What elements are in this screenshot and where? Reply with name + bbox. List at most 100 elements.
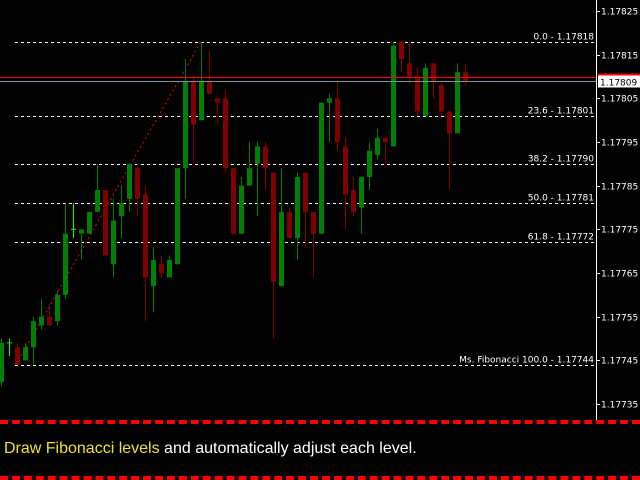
fib-level-label: Ms. Fibonacci 100.0 - 1.17744 (459, 356, 594, 366)
candle-body (255, 146, 260, 164)
fib-level-label: 61.8 - 1.17772 (528, 233, 594, 243)
candle-body (447, 111, 452, 134)
candle (351, 176, 356, 217)
candle-body (455, 72, 460, 134)
price-axis-label: 1.17815 (601, 52, 638, 62)
candle-body (431, 63, 436, 81)
candle (287, 207, 292, 239)
fib-level-label: 0.0 - 1.17818 (534, 33, 595, 43)
candle-body (295, 176, 300, 239)
candle-body (463, 72, 468, 81)
candle-body (135, 168, 140, 199)
candle-body (415, 76, 420, 112)
candle (111, 198, 116, 278)
candle-body (263, 146, 268, 169)
candle-body (23, 347, 28, 361)
banner-bottom-divider (0, 476, 640, 480)
price-axis-label: 1.17795 (601, 139, 638, 149)
candle (215, 98, 220, 125)
candle (223, 89, 228, 173)
candle-body (335, 98, 340, 143)
candle (119, 185, 124, 239)
candle-body (239, 185, 244, 234)
banner-text: and automatically adjust each level. (159, 440, 417, 457)
candle-body (63, 233, 68, 295)
candle-body (383, 137, 388, 143)
candle (103, 190, 108, 256)
candle-body (407, 63, 412, 77)
candle-body (223, 98, 228, 169)
candle (383, 137, 388, 164)
candle-body (327, 98, 332, 103)
candle-body (0, 342, 4, 383)
candle-body (111, 220, 116, 265)
fib-level-label: 23.6 - 1.17801 (528, 107, 594, 117)
candle-body (359, 176, 364, 208)
candle (151, 246, 156, 313)
candle-body (159, 264, 164, 274)
trend-line (15, 41, 202, 365)
candle-body (311, 211, 316, 234)
candle (71, 203, 76, 239)
candle-body (151, 259, 156, 287)
candle (447, 111, 452, 191)
candle-body (39, 316, 44, 326)
candle-body (375, 137, 380, 156)
candle-body (343, 146, 348, 195)
candle-body (207, 80, 212, 94)
price-axis-label: 1.17805 (601, 95, 638, 105)
candle (191, 76, 196, 164)
candle (143, 185, 148, 322)
candle (15, 342, 20, 365)
candle (319, 102, 324, 234)
candle-body (279, 211, 284, 287)
candle (279, 168, 284, 287)
candle-body (247, 168, 252, 186)
candle (47, 303, 52, 326)
candle-body (103, 190, 108, 256)
candle (335, 80, 340, 151)
candle (23, 342, 28, 361)
candle (63, 203, 68, 300)
candle (39, 299, 44, 330)
candle (343, 137, 348, 230)
candle-body (215, 98, 220, 103)
candle-body (55, 294, 60, 322)
candle-body (175, 168, 180, 265)
price-lines (0, 77, 596, 82)
price-axis-label: 1.17825 (601, 8, 638, 18)
candle-body (87, 211, 92, 234)
candle (87, 211, 92, 234)
candle-body (167, 259, 172, 278)
candle-body (231, 168, 236, 234)
banner-top-divider (0, 420, 640, 424)
candlestick-chart[interactable]: 0.0 - 1.17818 23.6 - 1.17801 38.2 - 1.1779… (0, 0, 640, 420)
price-axis-label: 1.17745 (601, 357, 638, 367)
candle-body (31, 321, 36, 348)
candle-body (15, 347, 20, 365)
candle (239, 176, 244, 234)
candle (135, 163, 140, 217)
price-axis-label: 1.17785 (601, 183, 638, 193)
candle (455, 63, 460, 134)
candle-body (95, 190, 100, 212)
candle (183, 59, 188, 199)
candle (311, 211, 316, 278)
candle-body (287, 211, 292, 239)
promo-banner: Draw Fibonacci levels and automatically … (0, 420, 640, 480)
candle (7, 338, 12, 356)
fibonacci-trend-line (15, 41, 202, 365)
candle (199, 41, 204, 121)
candle (375, 128, 380, 160)
candle-body (399, 41, 404, 60)
candle (255, 142, 260, 217)
banner-highlight: Draw Fibonacci levels (4, 440, 160, 457)
price-axis[interactable]: 1.17825 1.17815 1.17805 1.17795 1.17785 1.177… (596, 0, 640, 420)
candle-body (127, 163, 132, 199)
candle (247, 142, 252, 186)
fibonacci-levels: 0.0 - 1.17818 23.6 - 1.17801 38.2 - 1.1779… (15, 33, 596, 366)
candle (79, 229, 84, 260)
candle (271, 172, 276, 339)
candle (95, 163, 100, 212)
candle (367, 142, 372, 191)
